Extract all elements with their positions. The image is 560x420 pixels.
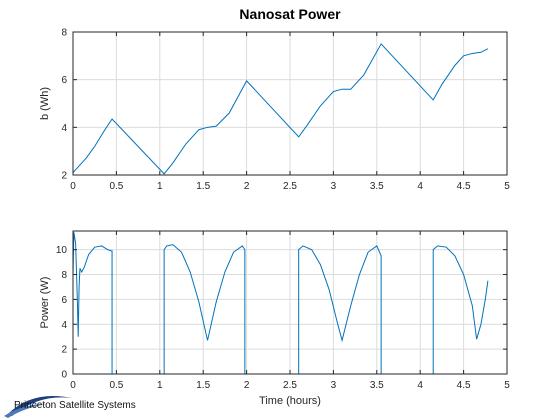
y-tick-label: 0 [61,370,67,381]
x-tick-label: 1.5 [196,380,210,391]
x-tick-label: 0.5 [109,380,123,391]
x-tick-label: 5 [504,380,510,391]
x-axis-label: Time (hours) [259,395,321,407]
x-tick-label: 2.5 [283,181,297,192]
x-tick-label: 5 [504,181,510,192]
x-tick-label: 3 [331,380,337,391]
x-tick-label: 1 [157,380,163,391]
x-tick-label: 2.5 [283,380,297,391]
y-axis-label: b (Wh) [39,87,51,120]
y-tick-label: 4 [61,123,67,134]
x-tick-label: 4.5 [457,181,471,192]
y-tick-label: 4 [61,320,67,331]
logo-text: Princeton Satellite Systems [14,400,136,411]
x-tick-label: 4 [417,380,423,391]
x-tick-label: 0 [70,380,76,391]
y-tick-label: 8 [61,28,67,39]
x-tick-label: 0.5 [109,181,123,192]
y-tick-label: 8 [61,270,67,281]
y-tick-label: 2 [61,171,67,182]
x-tick-label: 3.5 [370,380,384,391]
x-tick-label: 4.5 [457,380,471,391]
chart-title: Nanosat Power [239,6,341,22]
x-tick-label: 2 [244,380,250,391]
y-tick-label: 2 [61,345,67,356]
x-tick-label: 1 [157,181,163,192]
x-tick-label: 0 [70,181,76,192]
x-tick-label: 3 [331,181,337,192]
y-axis-label: Power (W) [39,277,51,329]
princeton-logo-icon [4,396,72,418]
series-line [72,43,489,175]
bottom-axes: 0 0.5 1 1.5 2 2.5 3 3.5 4 4.5 5 0 2 4 6 8 10 Power (W) Tim… [39,230,510,407]
series-line [72,232,489,375]
y-tick-label: 10 [56,245,68,256]
top-axes: 0 0.5 1 1.5 2 2.5 3 3.5 4 4.5 5 2 4 6 8 b (Wh) [39,28,510,193]
x-tick-label: 1.5 [196,181,210,192]
x-tick-label: 3.5 [370,181,384,192]
y-tick-label: 6 [61,295,67,306]
x-tick-label: 4 [417,181,423,192]
x-tick-label: 2 [244,181,250,192]
y-tick-label: 6 [61,75,67,86]
